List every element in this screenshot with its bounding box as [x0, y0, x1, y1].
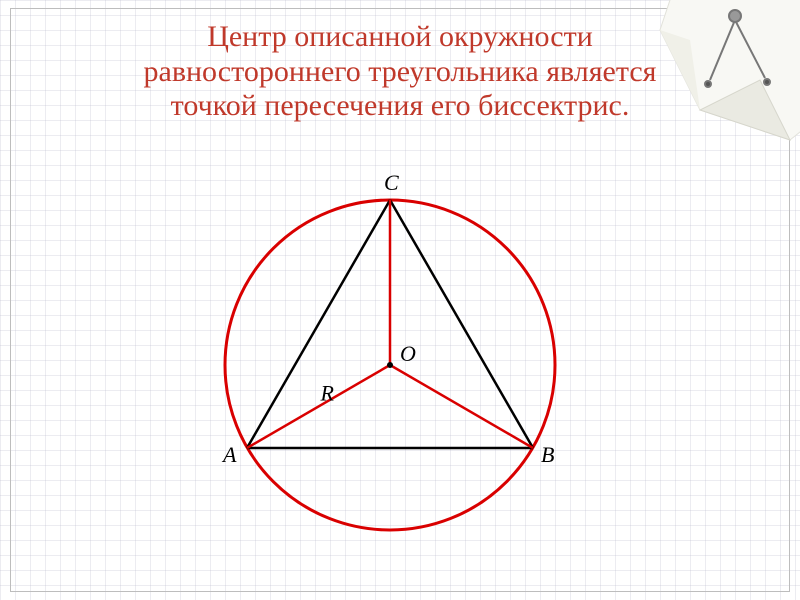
title-line-2: равностороннего треугольника является: [40, 55, 760, 90]
bisector-oa: [247, 365, 390, 448]
title-line-3: точкой пересечения его биссектрис.: [40, 89, 760, 124]
label-c: C: [384, 170, 399, 195]
label-b: B: [541, 442, 554, 467]
slide-title: Центр описанной окружности равносторонне…: [40, 20, 760, 124]
page-root: Центр описанной окружности равносторонне…: [0, 0, 800, 600]
label-r: R: [320, 381, 335, 406]
label-a: A: [221, 442, 237, 467]
side-ca: [247, 200, 390, 448]
geometry-figure: A B C O R: [180, 160, 600, 580]
diagram: A B C O R: [180, 160, 600, 580]
label-o: O: [400, 341, 416, 366]
center-point: [387, 362, 393, 368]
title-line-1: Центр описанной окружности: [40, 20, 760, 55]
side-bc: [390, 200, 533, 448]
bisector-ob: [390, 365, 533, 448]
